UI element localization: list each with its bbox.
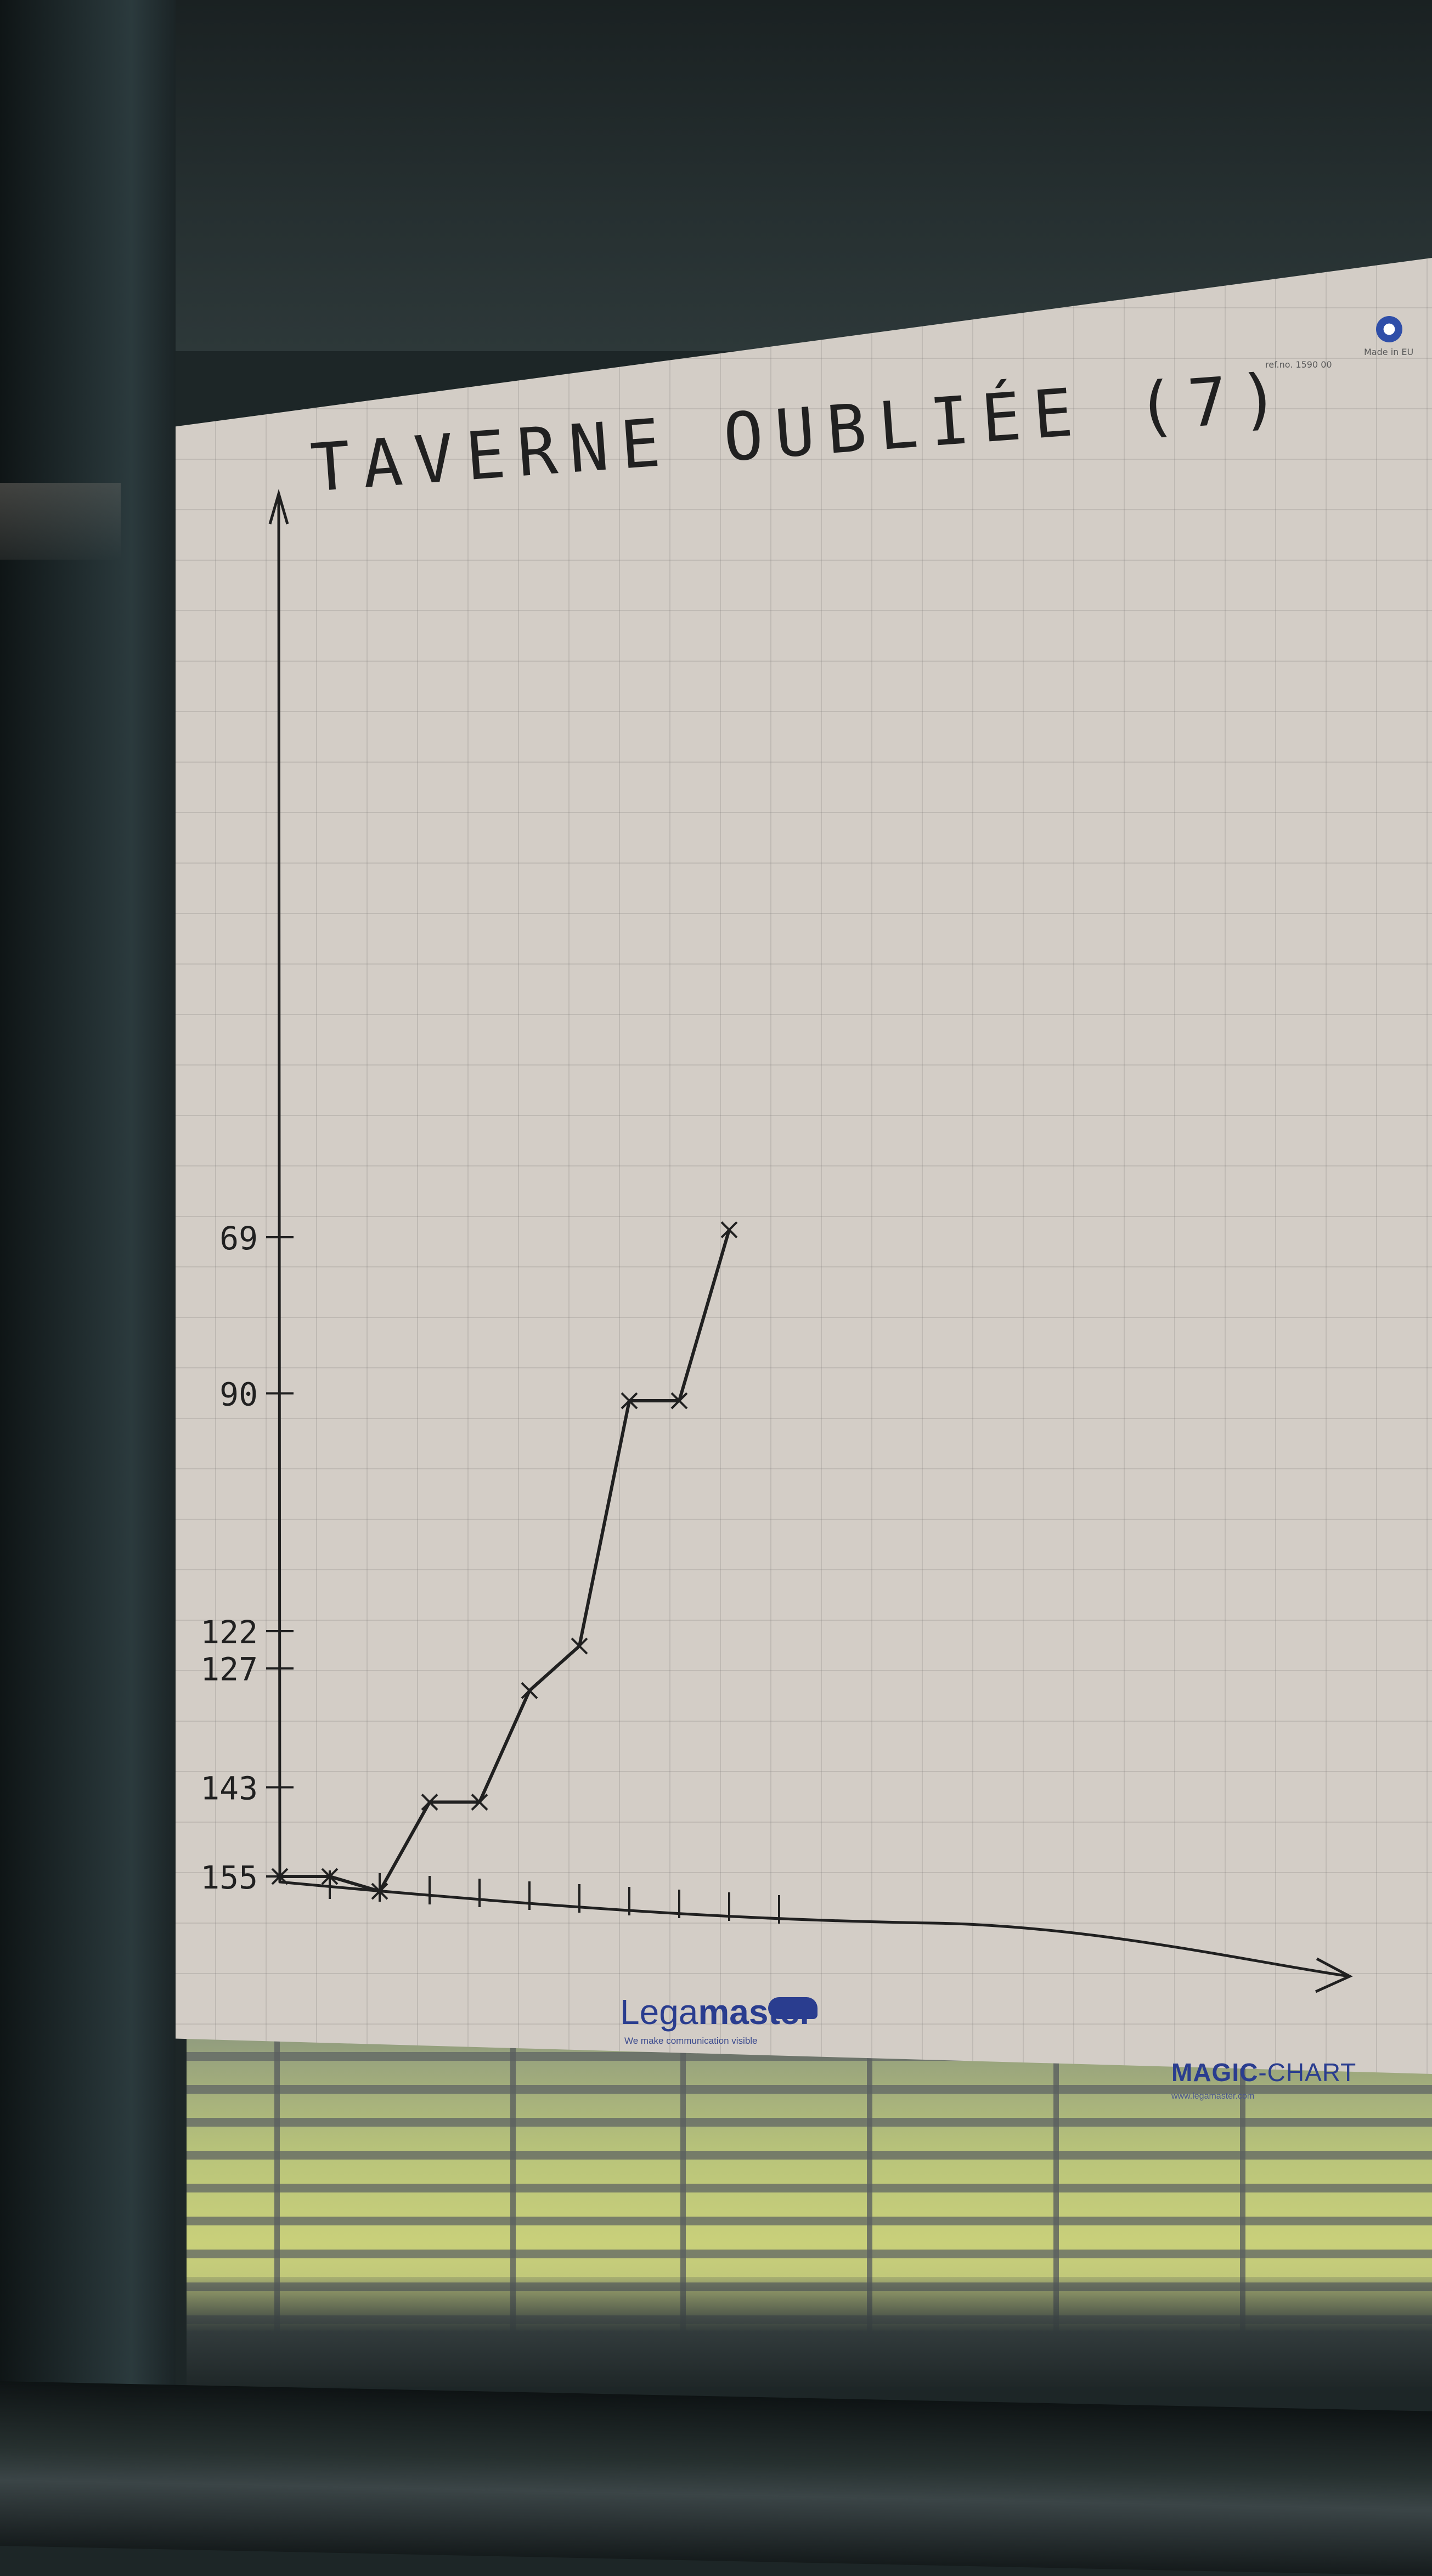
chart-title: TAVERNE OUBLIÉE (7) [308, 358, 1294, 507]
window-view [187, 2030, 1432, 2387]
ref-number: ref.no. 1590 00 [1265, 359, 1332, 370]
window-frame-bottom [0, 2381, 1432, 2576]
window-sill [187, 2277, 1432, 2387]
y-tick-label: 90 [219, 1376, 258, 1413]
data-point [720, 1221, 738, 1238]
brand-website: www.legamaster.com [1171, 2092, 1255, 2101]
hand-icon [768, 1997, 818, 2019]
data-point [321, 1868, 339, 1885]
y-tick-label: 127 [200, 1651, 258, 1688]
x-axis-arrow [1315, 1957, 1353, 1993]
recycle-icon [1376, 316, 1402, 342]
data-point [421, 1794, 438, 1811]
y-tick-label: 69 [219, 1220, 258, 1257]
y-tick-label: 155 [200, 1859, 258, 1896]
y-axis-arrow [268, 489, 289, 525]
window-frame-left [0, 0, 176, 2546]
made-in-label: Made in EU [1364, 347, 1414, 357]
y-axis-line [277, 492, 281, 1884]
axes [268, 489, 1353, 1993]
data-point [471, 1794, 488, 1811]
product-name: MAGIC-CHART [1171, 2058, 1357, 2087]
data-markers [271, 1221, 738, 1900]
data-line [278, 1228, 731, 1893]
data-point [571, 1637, 588, 1655]
y-tick-label: 122 [200, 1614, 258, 1651]
data-point [521, 1682, 538, 1699]
series-line [278, 1228, 731, 1893]
y-tick-label: 143 [200, 1769, 258, 1807]
data-point [271, 1868, 289, 1885]
x-axis-line [278, 1880, 1351, 1978]
brand-tagline: We make communication visible [624, 2036, 758, 2046]
flipchart-paper [165, 258, 1432, 2074]
data-point [670, 1392, 688, 1410]
data-point [621, 1392, 638, 1410]
data-point [371, 1882, 388, 1900]
